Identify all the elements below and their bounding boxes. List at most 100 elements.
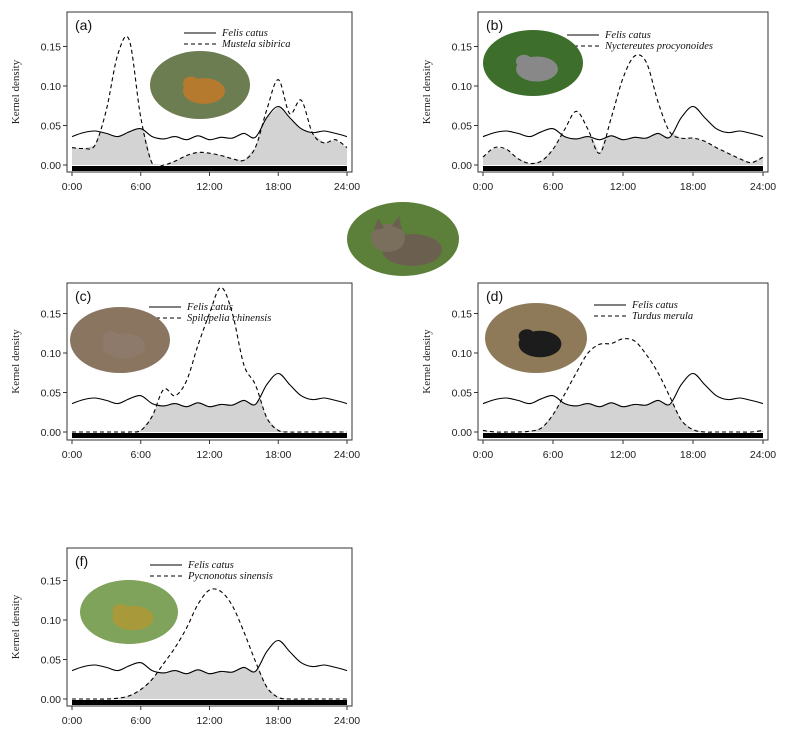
cat-ear-left: [374, 218, 384, 230]
panel-label: (a): [75, 17, 92, 33]
x-tick-label: 24:00: [334, 449, 360, 461]
species-photo: [70, 307, 170, 373]
y-tick-label: 0.15: [41, 576, 62, 588]
x-tick-label: 12:00: [196, 181, 222, 193]
x-tick-label: 6:00: [131, 181, 152, 193]
y-tick-label: 0.15: [41, 309, 62, 321]
legend-label: Felis catus: [221, 28, 268, 39]
y-tick-label: 0.05: [41, 655, 62, 667]
legend-label: Felis catus: [604, 30, 651, 41]
panel-label: (d): [486, 288, 503, 304]
legend-label: Turdus merula: [632, 311, 693, 322]
animal-head: [112, 604, 129, 617]
cat-head: [371, 224, 405, 252]
panel-label: (f): [75, 553, 88, 569]
y-tick-label: 0.05: [452, 388, 473, 400]
panel-label: (b): [486, 17, 503, 33]
y-tick-label: 0.15: [41, 42, 62, 54]
y-tick-label: 0.00: [452, 160, 473, 172]
series-line-felis-catus: [71, 105, 348, 141]
legend-label: Mustela sibirica: [221, 39, 291, 50]
y-tick-label: 0.15: [452, 309, 473, 321]
legend-label: Felis catus: [187, 560, 234, 571]
x-tick-label: 24:00: [334, 715, 360, 727]
x-tick-label: 12:00: [196, 449, 222, 461]
series-line-pycnonotus-sinensis: [72, 588, 347, 700]
x-tick-label: 18:00: [265, 715, 291, 727]
y-tick-label: 0.05: [452, 121, 473, 133]
series-line-nyctereutes-procyonoides: [482, 54, 764, 165]
animal-head: [183, 76, 199, 91]
series-line-felis-catus: [482, 372, 764, 408]
observation-rug: [72, 700, 347, 705]
y-tick-label: 0.10: [452, 81, 473, 93]
species-photo: [485, 303, 587, 373]
overlap-area: [483, 400, 763, 433]
animal-head: [516, 54, 532, 68]
y-tick-label: 0.00: [41, 160, 62, 172]
overlap-area: [72, 667, 347, 700]
panel-d: 0.00 0.05 0.10 0.15 0:00 6:00 12:00 18:00 24:00 K…: [421, 282, 776, 461]
x-tick-label: 6:00: [543, 181, 564, 193]
y-axis-label: Kernel density: [421, 59, 433, 124]
y-axis-label: Kernel density: [10, 329, 22, 394]
x-tick-label: 18:00: [265, 181, 291, 193]
series-line-felis-catus: [71, 639, 348, 675]
x-tick-label: 6:00: [543, 449, 564, 461]
x-tick-label: 12:00: [610, 449, 636, 461]
y-tick-label: 0.00: [452, 427, 473, 439]
observation-rug: [483, 433, 763, 438]
y-tick-label: 0.10: [41, 81, 62, 93]
legend-label: Spilopelia chinensis: [187, 313, 271, 324]
y-axis-label: Kernel density: [10, 594, 22, 659]
y-tick-label: 0.10: [41, 348, 62, 360]
panel-f: 0.00 0.05 0.10 0.15 0:00 6:00 12:00 18:00 24:00 K…: [10, 547, 360, 727]
series-line-turdus-merula: [482, 338, 764, 433]
overlap-area: [483, 133, 763, 165]
observation-rug: [72, 433, 347, 438]
panel-a: 0.00 0.05 0.10 0.15 0:00 6:00 12:00 18:00 24:00 K…: [10, 11, 360, 193]
cat-ear-right: [392, 216, 402, 230]
y-tick-label: 0.00: [41, 427, 62, 439]
legend-label: Felis catus: [186, 302, 233, 313]
series-line-felis-catus: [482, 105, 764, 141]
y-axis-label: Kernel density: [421, 329, 433, 394]
y-tick-label: 0.05: [41, 388, 62, 400]
x-tick-label: 18:00: [680, 449, 706, 461]
y-tick-label: 0.15: [452, 42, 473, 54]
y-axis-label: Kernel density: [10, 59, 22, 124]
species-photo: [483, 30, 583, 96]
overlap-area: [72, 399, 347, 433]
x-tick-label: 0:00: [62, 715, 83, 727]
x-tick-label: 18:00: [265, 449, 291, 461]
observation-rug: [483, 166, 763, 171]
legend-label: Pycnonotus sinensis: [187, 571, 273, 582]
legend-label: Nyctereutes procyonoides: [604, 41, 713, 52]
panel-label: (c): [75, 288, 91, 304]
x-tick-label: 6:00: [131, 715, 152, 727]
observation-rug: [72, 166, 347, 171]
overlap-area: [72, 106, 347, 166]
panel-c: 0.00 0.05 0.10 0.15 0:00 6:00 12:00 18:00 24:00 K…: [10, 282, 360, 461]
x-tick-label: 0:00: [473, 449, 494, 461]
y-tick-label: 0.10: [452, 348, 473, 360]
species-photo: [80, 580, 178, 644]
y-tick-label: 0.00: [41, 694, 62, 706]
panel-b: 0.00 0.05 0.10 0.15 0:00 6:00 12:00 18:00 24:00 K…: [421, 11, 776, 193]
species-photo: [150, 51, 250, 119]
y-tick-label: 0.05: [41, 121, 62, 133]
legend-label: Felis catus: [631, 300, 678, 311]
animal-head: [518, 329, 535, 344]
x-tick-label: 24:00: [750, 181, 776, 193]
series-line-mustela-sibirica: [71, 35, 348, 169]
animal-head: [103, 331, 119, 345]
y-tick-label: 0.10: [41, 615, 62, 627]
x-tick-label: 18:00: [680, 181, 706, 193]
x-tick-label: 0:00: [473, 181, 494, 193]
series-line-spilopelia-chinensis: [71, 286, 347, 433]
x-tick-label: 0:00: [62, 449, 83, 461]
x-tick-label: 24:00: [334, 181, 360, 193]
x-tick-label: 12:00: [610, 181, 636, 193]
x-tick-label: 6:00: [131, 449, 152, 461]
